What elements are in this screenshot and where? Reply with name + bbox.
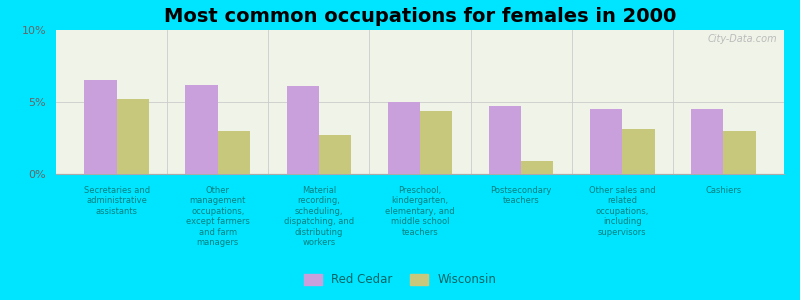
Bar xyxy=(590,109,622,174)
Bar xyxy=(622,129,654,174)
Bar xyxy=(723,131,756,174)
Text: Secretaries and
administrative
assistants: Secretaries and administrative assistant… xyxy=(84,186,150,216)
Bar xyxy=(186,85,218,174)
Text: City-Data.com: City-Data.com xyxy=(707,34,777,44)
Bar xyxy=(388,102,420,174)
Title: Most common occupations for females in 2000: Most common occupations for females in 2… xyxy=(164,7,676,26)
Bar xyxy=(420,111,452,174)
Text: Cashiers: Cashiers xyxy=(706,186,742,195)
Text: Preschool,
kindergarten,
elementary, and
middle school
teachers: Preschool, kindergarten, elementary, and… xyxy=(385,186,455,237)
Legend: Red Cedar, Wisconsin: Red Cedar, Wisconsin xyxy=(299,269,501,291)
Text: Material
recording,
scheduling,
dispatching, and
distributing
workers: Material recording, scheduling, dispatch… xyxy=(284,186,354,247)
Bar xyxy=(691,109,723,174)
Text: Other
management
occupations,
except farmers
and farm
managers: Other management occupations, except far… xyxy=(186,186,250,247)
Bar xyxy=(286,86,319,174)
Bar xyxy=(117,99,149,174)
Bar xyxy=(521,161,554,174)
Text: Other sales and
related
occupations,
including
supervisors: Other sales and related occupations, inc… xyxy=(589,186,655,237)
Text: Postsecondary
teachers: Postsecondary teachers xyxy=(490,186,552,206)
Bar xyxy=(489,106,521,174)
Bar xyxy=(84,80,117,174)
Bar xyxy=(319,135,351,174)
Bar xyxy=(218,131,250,174)
